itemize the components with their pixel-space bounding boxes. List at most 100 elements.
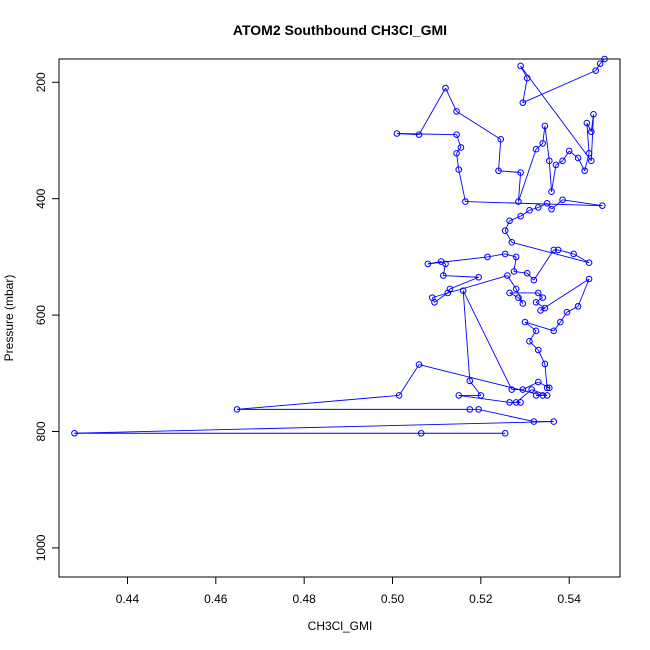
data-point <box>570 250 577 258</box>
data-point <box>541 122 549 130</box>
data-point <box>532 327 540 335</box>
series-segment <box>577 157 586 171</box>
series-segment <box>462 290 513 390</box>
data-point <box>508 386 516 393</box>
data-point <box>395 392 403 399</box>
data-point <box>543 200 551 207</box>
series-segment <box>442 263 446 276</box>
data-point <box>583 119 591 127</box>
data-point <box>585 259 593 267</box>
data-point <box>506 289 513 297</box>
series-segment <box>513 270 528 274</box>
data-point <box>517 62 524 70</box>
data-point <box>541 304 549 312</box>
data-point <box>501 429 509 437</box>
data-point <box>455 392 463 399</box>
data-point <box>581 167 588 175</box>
series-points <box>71 55 608 437</box>
data-point <box>550 246 558 254</box>
data-point <box>532 392 540 399</box>
data-point <box>585 275 593 283</box>
series-segment <box>535 143 543 150</box>
data-point <box>574 303 582 310</box>
data-point <box>534 204 542 211</box>
data-point <box>543 392 551 399</box>
series-segment <box>522 78 528 103</box>
x-axis-label: CH3Cl_GMI <box>308 619 373 633</box>
series-segment <box>522 70 596 104</box>
series-segment <box>535 301 546 309</box>
data-point <box>548 188 555 196</box>
series-segment <box>74 421 554 434</box>
data-point <box>431 298 438 306</box>
data-point <box>508 239 516 246</box>
data-point <box>71 429 78 437</box>
data-point <box>539 140 546 147</box>
series-segment <box>517 149 537 202</box>
series-segment <box>456 134 462 148</box>
data-point <box>539 294 546 301</box>
data-point <box>506 399 513 406</box>
data-point <box>563 308 571 316</box>
data-point <box>523 74 531 82</box>
data-point <box>512 253 520 261</box>
data-point <box>587 128 595 136</box>
series-segment <box>520 209 530 217</box>
data-point <box>417 429 425 437</box>
series-segment <box>443 275 479 278</box>
data-point <box>415 361 423 368</box>
series-segment <box>544 363 548 388</box>
series-segment <box>456 147 462 154</box>
data-point <box>424 260 432 268</box>
series-segment <box>398 364 420 396</box>
data-point <box>539 392 546 399</box>
data-point <box>519 386 527 393</box>
series-segment <box>544 125 550 161</box>
y-tick-label: 600 <box>34 305 48 325</box>
x-tick-label: 0.44 <box>116 592 140 606</box>
series-lines <box>74 58 605 434</box>
data-point <box>453 131 460 138</box>
x-tick-label: 0.54 <box>558 592 582 606</box>
data-point <box>548 205 555 213</box>
chart-title: ATOM2 Southbound CH3Cl_GMI <box>233 22 447 38</box>
x-tick-label: 0.48 <box>292 592 316 606</box>
series-segment <box>418 364 543 396</box>
series-segment <box>535 297 543 303</box>
data-point <box>550 327 558 335</box>
data-point <box>457 144 465 151</box>
series-segment <box>432 275 508 299</box>
series-segment <box>533 249 555 281</box>
series-segment <box>498 170 521 173</box>
plot-frame <box>58 58 621 578</box>
series-segment <box>427 256 488 265</box>
series-segment <box>553 321 561 332</box>
series-segment <box>456 111 501 140</box>
series-segment <box>577 278 590 307</box>
data-point <box>528 386 535 393</box>
series-segment <box>509 215 521 222</box>
series-segment <box>548 160 552 192</box>
data-point <box>512 399 520 406</box>
series-segment <box>445 87 457 112</box>
data-point <box>497 136 505 143</box>
series-segment <box>504 230 513 243</box>
series-segment <box>559 311 568 323</box>
x-tick-label: 0.46 <box>204 592 228 606</box>
data-point <box>453 108 460 115</box>
data-point <box>552 161 560 169</box>
series-segment <box>566 305 579 313</box>
data-point <box>475 406 482 413</box>
data-point <box>459 287 467 294</box>
series-segment <box>586 122 590 154</box>
data-point <box>534 289 542 297</box>
data-point <box>519 300 527 307</box>
data-point <box>466 406 474 413</box>
data-point <box>519 99 527 106</box>
data-point <box>532 298 540 306</box>
series-segment <box>505 253 517 258</box>
data-point <box>557 318 564 326</box>
y-axis: 200 400 600 800 1000 <box>34 72 59 561</box>
series-segment <box>462 290 471 381</box>
